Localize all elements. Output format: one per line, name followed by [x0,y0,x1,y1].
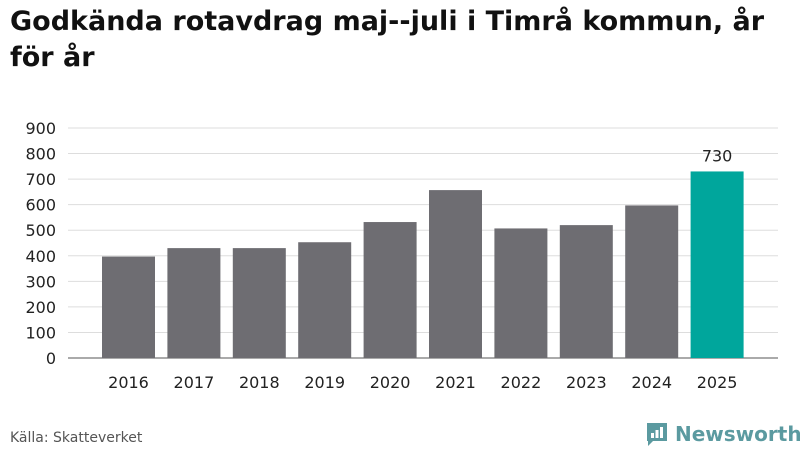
x-tick-label: 2024 [631,373,672,392]
bars [102,171,744,358]
bar-2025 [690,171,744,358]
x-tick-label: 2017 [174,373,215,392]
y-tick-label: 800 [25,145,56,164]
data-label-2025: 730 [702,146,733,165]
bar-2019 [298,242,352,358]
source-note: Källa: Skatteverket [10,430,143,446]
y-axis: 0 100 200 300 400 500 600 700 800 900 [25,119,56,368]
y-tick-label: 100 [25,323,56,342]
x-tick-label: 2022 [501,373,542,392]
y-tick-label: 500 [25,221,56,240]
y-tick-label: 300 [25,272,56,291]
bar-2024 [625,205,679,358]
y-tick-label: 0 [46,349,56,368]
data-labels: 730 [702,146,733,165]
bar-2023 [559,225,613,358]
chart-title: Godkända rotavdrag maj--juli i Timrå kom… [10,6,765,73]
y-tick-label: 400 [25,247,56,266]
bar-2021 [429,190,482,358]
bar-2016 [102,256,155,358]
newsworthy-logo-icon [647,423,667,446]
brand-name: Newsworthy [675,422,800,446]
bar-2017 [167,248,221,358]
x-tick-label: 2023 [566,373,607,392]
y-tick-label: 600 [25,196,56,215]
y-tick-label: 200 [25,298,56,317]
x-tick-label: 2021 [435,373,476,392]
x-axis: 2016 2017 2018 2019 2020 2021 2022 2023 2024 2025 [108,373,737,392]
x-tick-label: 2025 [697,373,738,392]
bar-2020 [363,222,417,358]
y-tick-label: 900 [25,119,56,138]
y-tick-label: 700 [25,170,56,189]
x-tick-label: 2020 [370,373,411,392]
x-tick-label: 2016 [108,373,149,392]
x-tick-label: 2018 [239,373,280,392]
x-tick-label: 2019 [304,373,345,392]
bar-2018 [232,248,286,358]
brand-logo: Newsworthy [645,420,800,448]
bar-2022 [494,228,548,358]
